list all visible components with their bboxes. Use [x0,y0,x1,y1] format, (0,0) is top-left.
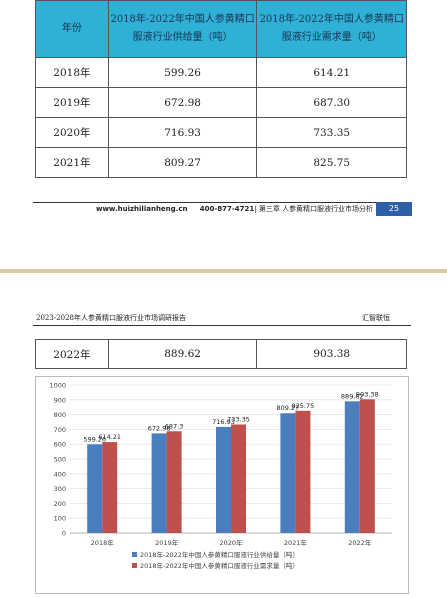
y-tick-label: 700 [54,426,66,434]
bar [102,442,118,533]
data-label: 716.93 [212,418,235,426]
data-label: 614.21 [98,433,121,441]
footer-phone: 400-877-4721 [199,205,255,213]
legend-swatch [132,563,137,568]
page-number-badge: 25 [376,202,412,216]
cell-year: 2019年 [35,87,109,118]
data-label: 599.26 [83,435,106,443]
bar [344,401,360,533]
running-header-company: 汇智联恒 [362,314,390,322]
data-label: 889.62 [341,392,364,400]
cell-supply: 672.98 [107,87,258,118]
footer-website[interactable]: www.huizhilianheng.cn [96,205,188,213]
data-label: 825.75 [292,402,315,410]
table-row: 2022年 889.62 903.38 [35,339,407,369]
y-tick-label: 1000 [49,382,66,390]
report-page-26: 2023-2028年人参黄精口服液行业市场调研报告 汇智联恒 2022年 889… [0,273,447,597]
legend-swatch [132,552,137,557]
bar [87,444,103,533]
cell-demand: 903.38 [256,339,407,369]
table-header-row: 年份 2018年-2022年中国人参黄精口服液行业供给量（吨） 2018年-20… [35,0,407,58]
bar [166,431,182,533]
x-tick-label: 2019年 [155,538,179,547]
running-header-title: 2023-2028年人参黄精口服液行业市场调研报告 [36,314,186,322]
header-demand: 2018年-2022年中国人参黄精口服液行业需求量（吨） [256,0,407,58]
x-tick-label: 2021年 [284,538,308,547]
bar [280,413,296,533]
y-tick-label: 0 [62,530,66,538]
header-rule [33,325,411,326]
footer-separator: | [254,205,257,213]
cell-year: 2018年 [35,57,109,88]
y-tick-label: 300 [54,485,66,493]
cell-year: 2020年 [35,117,109,148]
cell-demand: 733.35 [256,117,407,148]
table-row: 2020年 716.93 733.35 [35,117,407,148]
table-row: 2018年 599.26 614.21 [35,57,407,88]
data-label: 672.98 [148,424,171,432]
x-tick-label: 2022年 [348,538,372,547]
supply-demand-chart: 0 100 200 300 400 500 600 700 800 900 1000 2018年 599… [35,376,409,594]
y-tick-label: 800 [54,411,66,419]
bar [231,424,246,533]
y-tick-label: 600 [54,441,66,449]
data-label: 733.35 [227,415,250,423]
y-tick-label: 200 [54,500,66,508]
footer-rule [33,202,411,203]
table-row: 2021年 809.27 825.75 [35,147,407,178]
page-footer: www.huizhilianheng.cn 400-877-4721| 第三章 … [96,202,373,216]
data-label: 903.38 [356,390,379,398]
page-gap [0,245,447,269]
y-tick-label: 900 [54,396,66,404]
header-supply: 2018年-2022年中国人参黄精口服液行业供给量（吨） [107,0,258,58]
cell-supply: 809.27 [107,147,258,178]
bar-chart-svg: 0 100 200 300 400 500 600 700 800 900 1000 2018年 599… [49,382,392,570]
bar [216,426,231,533]
data-label: 809.27 [277,404,300,412]
legend-label: 2018年-2022年中国人参黄精口服液行业需求量（吨） [140,561,299,570]
page-divider [0,269,447,273]
cell-supply: 599.26 [107,57,258,88]
cell-year: 2021年 [35,147,109,178]
cell-year: 2022年 [35,339,109,369]
cell-demand: 687.30 [256,87,407,118]
bar [359,399,375,533]
x-tick-label: 2020年 [219,538,243,547]
x-tick-label: 2018年 [91,538,115,547]
table-row: 2019年 672.98 687.30 [35,87,407,118]
y-tick-label: 400 [54,470,66,478]
cell-supply: 889.62 [107,339,258,369]
supply-demand-table-continued: 2022年 889.62 903.38 [35,339,407,369]
y-tick-label: 100 [54,515,66,523]
report-page-25: 年份 2018年-2022年中国人参黄精口服液行业供给量（吨） 2018年-20… [0,0,447,245]
y-tick-label: 500 [54,456,66,464]
header-year: 年份 [35,0,109,58]
footer-chapter: 第三章 人参黄精口服液行业市场分析 [258,205,374,213]
cell-supply: 716.93 [107,117,258,148]
legend-label: 2018年-2022年中国人参黄精口服液行业供给量（吨） [140,550,299,559]
data-label: 687.3 [165,422,184,430]
bar [151,433,167,533]
cell-demand: 825.75 [256,147,407,178]
bar [295,410,311,533]
cell-demand: 614.21 [256,57,407,88]
supply-demand-table: 年份 2018年-2022年中国人参黄精口服液行业供给量（吨） 2018年-20… [35,0,407,178]
